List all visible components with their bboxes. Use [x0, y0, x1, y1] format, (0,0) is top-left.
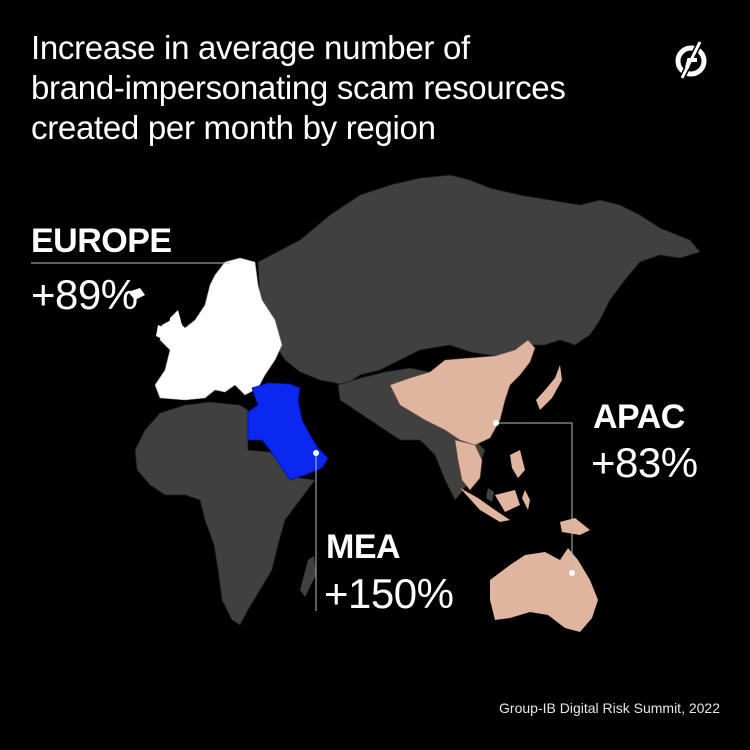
europe-highlight — [154, 257, 283, 401]
group-ib-logo-icon — [675, 38, 707, 82]
apac-indonesia — [460, 488, 590, 535]
uk-ireland — [156, 310, 184, 344]
europe-value: +89% — [31, 271, 138, 318]
madagascar — [300, 556, 316, 597]
mea-value: +150% — [324, 570, 454, 617]
europe-label: EUROPE — [31, 222, 172, 260]
source-footer: Group-IB Digital Risk Summit, 2022 — [499, 700, 720, 716]
apac-philippines — [510, 450, 525, 478]
title-line-3: created per month by region — [31, 109, 436, 146]
iceland — [128, 288, 145, 300]
title-line-2: brand-impersonating scam resources — [31, 69, 566, 106]
title-line-1: Increase in average number of — [31, 29, 470, 66]
mea-marker-dot — [313, 450, 319, 456]
africa-landmass — [134, 401, 316, 626]
apac-se-asia — [454, 439, 483, 491]
apac-australia — [490, 548, 598, 632]
mea-highlight — [247, 382, 329, 481]
mea-label: MEA — [326, 528, 401, 566]
apac-china — [389, 339, 536, 446]
russia-asia-landmass — [257, 174, 701, 386]
chart-title: Increase in average number of brand-impe… — [31, 28, 651, 148]
apac-marker-dot-china — [493, 420, 499, 426]
apac-japan — [536, 365, 562, 410]
sri-lanka — [486, 488, 494, 502]
apac-label: APAC — [593, 398, 685, 436]
apac-value: +83% — [591, 439, 698, 486]
apac-leader-line — [496, 422, 573, 573]
apac-marker-dot-australia — [569, 570, 575, 576]
